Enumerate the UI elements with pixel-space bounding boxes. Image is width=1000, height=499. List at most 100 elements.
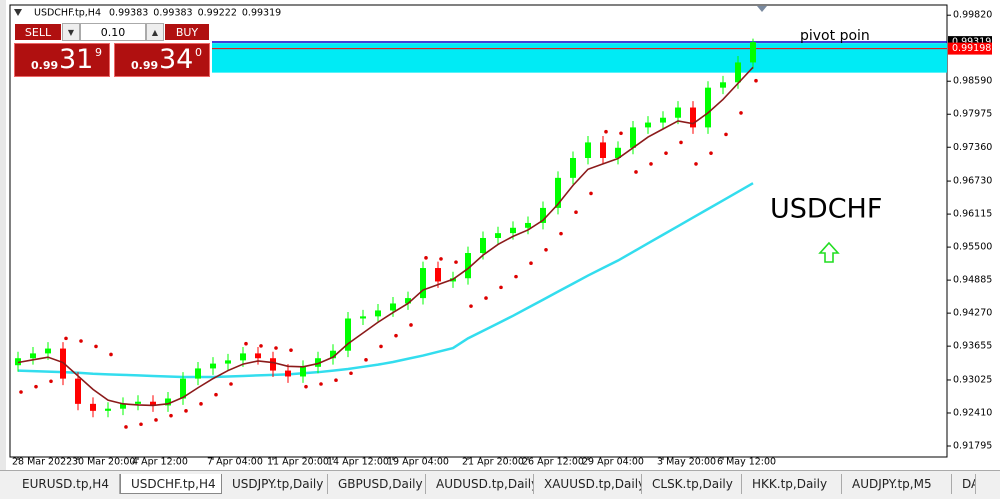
plot-frame — [9, 4, 948, 458]
candle-body — [570, 157, 576, 178]
sar-dot — [379, 344, 383, 349]
candle-body — [480, 237, 486, 254]
price-box-label: 0.99319 — [952, 37, 991, 48]
x-tick-label: 28 Mar 2022 — [12, 457, 72, 468]
sar-dot — [214, 392, 218, 397]
candle-body — [45, 348, 51, 354]
lot-up[interactable]: ▲ — [146, 23, 164, 41]
candle-body — [90, 403, 96, 411]
candle-body — [300, 366, 306, 377]
y-tick-label: 0.94270 — [953, 308, 992, 319]
candle-body — [585, 142, 591, 158]
sell-button[interactable]: SELL — [14, 23, 62, 41]
ohlc-low: 0.99222 — [198, 8, 237, 19]
candle-body — [525, 222, 531, 228]
candle-body — [135, 401, 141, 404]
chart-tab[interactable]: XAUUSD.tp,Daily — [534, 474, 642, 494]
x-tick-label: 3 May 20:00 — [657, 457, 716, 468]
buy-button[interactable]: BUY — [164, 23, 210, 41]
sar-dot — [604, 129, 608, 134]
chart-tab[interactable]: CLSK.tp,Daily — [642, 474, 742, 494]
sar-dot — [124, 425, 128, 429]
candle-body — [600, 142, 606, 158]
up-arrow — [818, 241, 840, 263]
symbol-header: USDCHF.tp,H4 — [34, 8, 101, 19]
chart-tab[interactable]: GBPUSD,Daily — [328, 474, 426, 494]
sar-dot — [469, 304, 473, 308]
sar-dot — [739, 111, 743, 115]
x-tick-label: 19 Apr 04:00 — [387, 457, 449, 468]
sar-dot — [439, 257, 443, 261]
candle-body — [345, 318, 351, 351]
chart-tab[interactable]: AUDUSD.tp,Daily — [426, 474, 534, 494]
sar-dot — [364, 358, 368, 362]
candle-body — [540, 207, 546, 223]
header-icon — [14, 9, 22, 16]
price-point: 0 — [195, 46, 202, 59]
chart-tab[interactable]: USDJPY.tp,Daily — [222, 474, 328, 494]
sar-dot — [394, 333, 398, 338]
annotation-text: USDCHF — [770, 194, 882, 225]
candle-body — [240, 353, 246, 361]
pivot-label: pivot poin — [800, 28, 870, 44]
sar-dot — [49, 379, 53, 384]
sar-dot — [499, 285, 503, 290]
ohlc-high: 0.99383 — [153, 8, 192, 19]
sar-dot — [679, 140, 683, 145]
x-tick-label: 11 Apr 20:00 — [267, 457, 329, 468]
candle-body — [165, 398, 171, 406]
price-point: 9 — [95, 46, 102, 59]
slow-ma — [17, 182, 754, 379]
candle-body — [150, 401, 156, 406]
sar-dot — [34, 384, 38, 389]
lot-down[interactable]: ▼ — [62, 23, 80, 41]
candle-body — [405, 298, 411, 304]
candle-body — [705, 87, 711, 128]
left-strip — [0, 0, 6, 470]
sar-dot — [694, 162, 698, 166]
sar-dot — [664, 151, 668, 155]
sar-dot — [649, 162, 653, 166]
sar-dot — [754, 78, 758, 83]
candle-body — [615, 147, 621, 158]
sar-dot — [139, 422, 143, 427]
lot-input[interactable]: 0.10 — [80, 23, 146, 41]
chart-tab[interactable]: DAK.tp — [952, 474, 976, 494]
shift-marker — [757, 6, 767, 12]
sar-dot — [319, 382, 323, 386]
candle-body — [270, 358, 276, 371]
sar-dot — [424, 256, 428, 260]
y-tick-label: 0.96115 — [953, 209, 992, 220]
y-tick-label: 0.99820 — [953, 10, 992, 21]
sar-dot — [184, 409, 188, 413]
chart-tab[interactable]: HKK.tp,Daily — [742, 474, 842, 494]
sell-price[interactable]: 0.99 31 9 — [14, 43, 110, 77]
sar-dot — [574, 210, 578, 215]
price-box — [948, 42, 992, 55]
candle-body — [225, 360, 231, 364]
y-tick-label: 0.93025 — [953, 374, 992, 385]
x-tick-label: 21 Apr 20:00 — [462, 457, 524, 468]
candle-body — [555, 177, 561, 208]
sar-dot — [199, 402, 203, 406]
candle-body — [495, 233, 501, 238]
sar-dot — [94, 344, 98, 349]
chart-tab[interactable]: USDCHF.tp,H4 — [120, 474, 222, 494]
y-tick-label: 0.97360 — [953, 142, 992, 153]
candle-body — [420, 268, 426, 299]
sar-dot — [634, 170, 638, 174]
chart-tab[interactable]: AUDJPY.tp,M5 — [842, 474, 952, 494]
x-tick-label: 26 Apr 12:00 — [522, 457, 584, 468]
price-prefix: 0.99 — [31, 59, 59, 72]
sar-dot — [289, 348, 293, 352]
chart-tab[interactable]: EURUSD.tp,H4 — [12, 474, 120, 494]
sar-dot — [19, 390, 23, 394]
sar-dot — [454, 260, 458, 264]
buy-price[interactable]: 0.99 34 0 — [114, 43, 210, 77]
sar-dot — [109, 352, 113, 357]
candle-body — [210, 363, 216, 369]
ohlc-open: 0.99383 — [109, 8, 148, 19]
price-prefix: 0.99 — [131, 59, 159, 72]
price-pips: 34 — [159, 44, 194, 75]
candle-body — [105, 408, 111, 411]
